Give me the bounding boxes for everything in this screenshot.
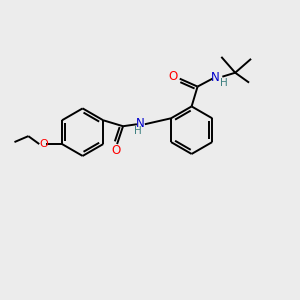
Text: N: N (211, 71, 220, 84)
Text: O: O (40, 139, 49, 149)
Text: H: H (220, 78, 228, 88)
Text: O: O (112, 145, 121, 158)
Text: N: N (136, 117, 144, 130)
Text: H: H (134, 126, 142, 136)
Text: O: O (168, 70, 177, 83)
